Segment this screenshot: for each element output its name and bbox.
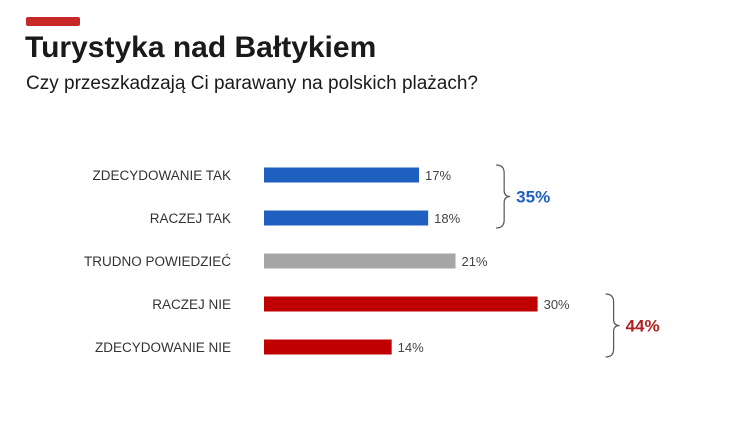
category-label: RACZEJ TAK	[150, 211, 231, 226]
chart-title: Turystyka nad Bałtykiem	[25, 31, 377, 64]
bar	[264, 296, 538, 312]
chart-subtitle: Czy przeszkadzają Ci parawany na polskic…	[26, 73, 479, 94]
bar	[264, 339, 392, 355]
group-brace	[496, 164, 511, 229]
value-label: 14%	[398, 340, 424, 355]
header-accent-bar	[26, 17, 80, 26]
value-label: 21%	[462, 254, 488, 269]
bar	[264, 253, 456, 269]
bar	[264, 210, 429, 226]
value-label: 17%	[425, 168, 451, 183]
category-label: RACZEJ NIE	[152, 297, 231, 312]
group-total-label: 35%	[516, 188, 550, 207]
category-label: ZDECYDOWANIE NIE	[95, 340, 231, 355]
value-label: 18%	[434, 211, 460, 226]
value-label: 30%	[544, 297, 570, 312]
category-label: ZDECYDOWANIE TAK	[92, 168, 231, 183]
bar	[264, 167, 420, 183]
group-total-label: 44%	[626, 317, 660, 336]
group-brace	[605, 293, 620, 358]
category-label: TRUDNO POWIEDZIEĆ	[84, 254, 231, 269]
